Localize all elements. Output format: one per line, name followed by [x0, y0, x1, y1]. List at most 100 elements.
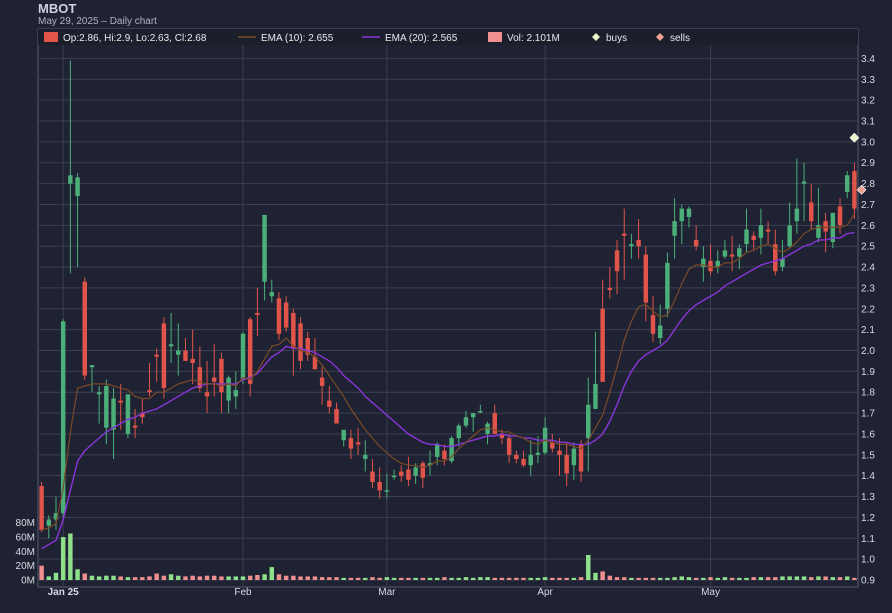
candle-body: [686, 208, 692, 217]
candle-body: [39, 486, 44, 530]
volume-bar: [420, 577, 426, 580]
candle-body: [298, 323, 303, 361]
candle-body: [499, 433, 505, 439]
legend-buys: buys: [606, 33, 627, 44]
candle-body: [226, 377, 231, 401]
candle-body: [751, 235, 756, 240]
volume-tick-label: 80M: [16, 518, 35, 529]
candle-body: [262, 214, 267, 282]
price-tick-label: 3.4: [861, 54, 875, 65]
candle-body: [722, 250, 728, 257]
volume-bar: [442, 577, 447, 580]
candle-body: [629, 244, 634, 247]
grid-lines: [37, 28, 859, 588]
volume-bar: [312, 576, 318, 580]
volume-bar: [758, 577, 764, 580]
volume-bar: [492, 577, 497, 580]
volume-bar: [456, 577, 462, 580]
candle-body: [823, 221, 828, 232]
legend-ohlc: Op:2.86, Hi:2.9, Lo:2.63, Cl:2.68: [63, 33, 207, 44]
volume-bar: [125, 577, 131, 580]
volume-bar: [434, 577, 440, 580]
volume-bar: [283, 575, 289, 580]
candle-body: [787, 225, 792, 247]
legend-sells-diamond: [656, 33, 664, 41]
legend-sells: sells: [670, 33, 690, 44]
volume-bar: [521, 577, 526, 580]
candle-body: [355, 442, 361, 445]
legend-buys-diamond: [592, 33, 600, 41]
volume-bar: [679, 576, 685, 580]
price-tick-label: 2.5: [861, 242, 875, 253]
volume-bar: [427, 577, 433, 580]
volume-bar: [247, 575, 253, 580]
candle-body: [801, 181, 807, 184]
candle-body: [593, 383, 598, 409]
volume-bar: [384, 577, 390, 580]
candle-body: [456, 425, 462, 439]
volume-bar: [686, 577, 692, 580]
volume-bar: [391, 577, 397, 580]
candle-body: [413, 467, 418, 476]
date-tick-label: Feb: [234, 587, 252, 598]
candle-body: [125, 394, 131, 434]
candle-body: [399, 471, 404, 476]
volume-bar: [629, 577, 634, 580]
volume-bar: [363, 577, 368, 580]
legend-ohlc-swatch: [44, 32, 58, 42]
volume-bar: [765, 577, 771, 580]
candle-body: [449, 438, 454, 462]
volume-bar: [327, 577, 332, 580]
candle-body: [363, 454, 368, 459]
candle-body: [478, 411, 483, 413]
volume-bar: [578, 577, 584, 580]
candle-body: [60, 321, 66, 514]
volume-bar: [844, 576, 850, 580]
volume-bar: [348, 577, 354, 580]
volume-bar: [672, 577, 677, 580]
volume-bar: [816, 576, 821, 580]
chart-subtitle: May 29, 2025 – Daily chart: [38, 16, 157, 27]
volume-bar: [809, 577, 814, 580]
volume-bar: [657, 577, 663, 580]
price-tick-label: 1.5: [861, 450, 875, 461]
candle-body: [672, 221, 677, 236]
volume-bar: [550, 577, 555, 580]
candle-body: [406, 469, 411, 480]
volume-bar: [701, 577, 706, 580]
volume-bar: [197, 576, 203, 580]
volume-bar: [154, 573, 159, 580]
candle-body: [521, 458, 526, 466]
candle-body: [197, 367, 203, 389]
volume-bar: [291, 575, 296, 580]
volume-bar: [586, 554, 591, 580]
candle-body: [492, 413, 497, 434]
volume-tick-label: 20M: [16, 561, 35, 572]
candle-body: [327, 400, 332, 407]
candle-body: [96, 392, 102, 395]
volume-bar: [255, 574, 260, 580]
candle-body: [463, 417, 469, 426]
candle-body: [233, 390, 239, 397]
trade-markers: [849, 132, 867, 195]
candle-body: [46, 519, 52, 526]
candle-body: [816, 225, 821, 238]
price-tick-label: 3.0: [861, 137, 875, 148]
price-tick-label: 1.8: [861, 388, 875, 399]
volume-bar: [341, 577, 346, 580]
legend-ema20: EMA (20): 2.565: [385, 33, 458, 44]
candle-body: [636, 239, 641, 247]
volume-bar: [506, 577, 512, 580]
candle-body: [82, 281, 87, 376]
volume-bar: [607, 575, 613, 580]
candle-body: [247, 319, 253, 384]
volume-bar: [478, 577, 483, 580]
candle-body: [427, 463, 433, 466]
volume-bar: [751, 577, 756, 580]
volume-bar: [75, 569, 80, 580]
candle-body: [571, 448, 577, 466]
ema10-line: [41, 213, 855, 531]
volume-bar: [355, 577, 361, 580]
candle-body: [794, 208, 800, 222]
volume-bar: [528, 577, 533, 580]
